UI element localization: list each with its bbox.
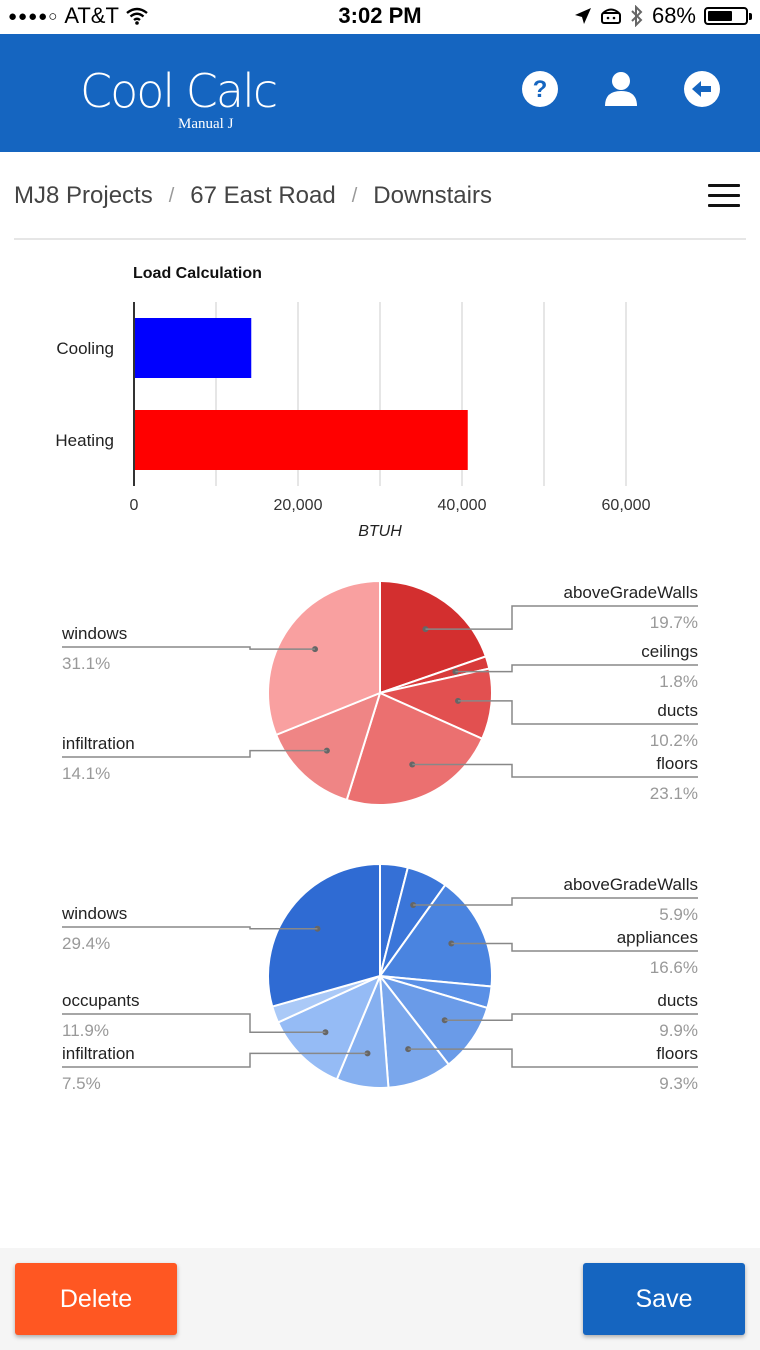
slice-label: floors — [656, 754, 698, 773]
divider — [14, 238, 746, 240]
signal-icon: ●●●●○ — [8, 7, 59, 25]
slice-percent: 7.5% — [62, 1074, 101, 1093]
leader-line — [425, 605, 698, 630]
slice-label: floors — [656, 1044, 698, 1063]
slice-label: ducts — [657, 701, 698, 720]
bar-heating — [134, 410, 468, 470]
slice-percent: 19.7% — [650, 613, 698, 632]
x-tick-label: 20,000 — [274, 497, 323, 514]
cooling-breakdown-pie-chart: aboveGradeWalls 5.9% appliances 16.6% ducts 9… — [61, 862, 699, 1093]
slice-percent: 11.9% — [62, 1021, 109, 1040]
breadcrumb-separator: / — [168, 184, 175, 207]
pie-slice-ducts — [376, 667, 493, 741]
tty-icon — [600, 8, 621, 24]
breadcrumb-item-current: Downstairs — [373, 182, 492, 209]
leader-line — [451, 942, 698, 952]
app-logo[interactable]: Cool Calc Manual J — [80, 64, 278, 132]
pie-slice-windows — [267, 862, 381, 1008]
svg-text:?: ? — [533, 76, 548, 103]
slice-percent: 1.8% — [659, 672, 698, 691]
chart-title: Load Calculation — [133, 265, 262, 282]
app-header: Cool Calc Manual J ? — [0, 34, 760, 152]
battery-label: 68% — [651, 3, 696, 28]
pie-slice-floors — [345, 691, 484, 806]
heating-breakdown-pie-chart: aboveGradeWalls 19.7% ceilings 1.8% ducts 10.… — [61, 579, 699, 806]
breadcrumb: MJ8 Projects / 67 East Road / Downstairs — [14, 182, 492, 210]
x-tick-label: 60,000 — [602, 497, 651, 514]
slice-percent: 29.4% — [62, 934, 110, 953]
slice-percent: 9.9% — [659, 1021, 698, 1040]
leader-line — [62, 1052, 368, 1068]
load-calculation-chart: Load Calculation Cooling Heating 0 20,000 40,… — [55, 265, 651, 540]
x-tick-label: 0 — [130, 497, 139, 514]
battery-icon — [704, 7, 752, 25]
x-axis-label: BTUH — [358, 523, 402, 540]
hamburger-menu-icon[interactable] — [708, 184, 740, 210]
logo-subtitle: Manual J — [178, 116, 234, 132]
bar-cooling — [134, 318, 252, 378]
category-label: Heating — [55, 431, 114, 450]
pie-slice-windows — [267, 579, 381, 737]
x-tick-label: 40,000 — [438, 497, 487, 514]
slice-label: infiltration — [62, 1044, 135, 1063]
slice-percent: 23.1% — [650, 784, 698, 803]
slice-percent: 9.3% — [659, 1074, 698, 1093]
leader-line — [458, 700, 698, 725]
slice-label: occupants — [62, 991, 140, 1010]
status-right: 68% — [574, 3, 752, 29]
footer-bar: Delete Save — [0, 1248, 760, 1350]
logout-icon[interactable] — [683, 70, 721, 108]
delete-button[interactable]: Delete — [15, 1263, 177, 1335]
pie-slice-appliances — [378, 883, 493, 988]
leader-line — [62, 926, 318, 930]
leader-line — [408, 1048, 698, 1068]
leader-line — [62, 749, 327, 758]
status-left: ●●●●○ AT&T — [8, 3, 149, 29]
status-time: 3:02 PM — [338, 3, 422, 28]
slice-percent: 10.2% — [650, 731, 698, 750]
slice-label: windows — [61, 624, 127, 643]
bluetooth-icon — [631, 5, 643, 27]
user-icon[interactable] — [602, 70, 640, 108]
leader-line — [455, 664, 698, 673]
slice-percent: 14.1% — [62, 764, 110, 783]
category-label: Cooling — [56, 339, 114, 358]
wifi-icon — [126, 7, 148, 25]
leader-line — [62, 646, 316, 650]
slice-label: infiltration — [62, 734, 135, 753]
slice-percent: 31.1% — [62, 654, 110, 673]
location-arrow-icon — [574, 8, 591, 24]
slice-label: aboveGradeWalls — [564, 875, 699, 894]
slice-label: appliances — [617, 928, 698, 947]
slice-label: ducts — [657, 991, 698, 1010]
slice-percent: 16.6% — [650, 958, 698, 977]
leader-line — [412, 763, 698, 778]
leader-line — [444, 1013, 698, 1022]
logo-text: Cool Calc — [80, 64, 278, 118]
slice-label: aboveGradeWalls — [564, 583, 699, 602]
leader-line — [62, 1013, 326, 1034]
pie-slice-infiltration — [274, 691, 382, 802]
slice-label: ceilings — [641, 642, 698, 661]
leader-line — [413, 897, 698, 906]
save-button[interactable]: Save — [583, 1263, 745, 1335]
carrier-label: AT&T — [64, 3, 119, 28]
slice-percent: 5.9% — [659, 905, 698, 924]
breadcrumb-separator: / — [351, 184, 358, 207]
slice-label: windows — [61, 904, 127, 923]
breadcrumb-item-projects[interactable]: MJ8 Projects — [14, 182, 153, 209]
status-bar: ●●●●○ AT&T 3:02 PM 68% — [0, 0, 760, 34]
help-icon[interactable]: ? — [521, 70, 559, 108]
breadcrumb-item-project[interactable]: 67 East Road — [190, 182, 336, 209]
